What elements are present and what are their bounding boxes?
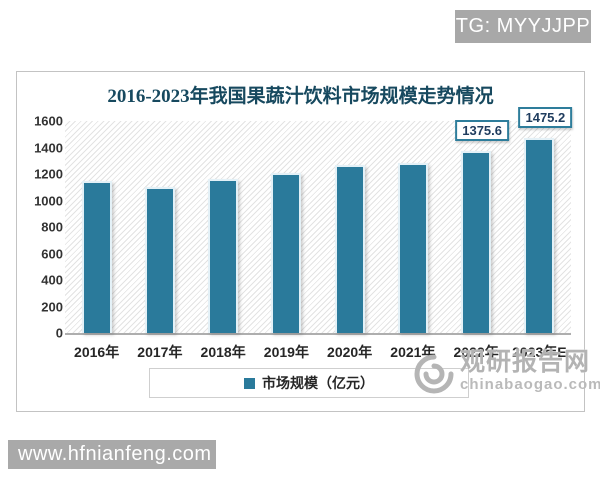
y-tick-label: 200: [41, 299, 63, 314]
y-tick-label: 600: [41, 246, 63, 261]
y-tick-label: 1400: [34, 140, 63, 155]
x-axis-labels: 2016年 2017年 2018年 2019年 2020年 2021年 2022年 2023年…: [65, 342, 571, 362]
chart-panel: 2016-2023年我国果蔬汁饮料市场规模走势情况 0 200 400 600 800 1…: [16, 71, 585, 412]
plot-area: 1375.6 1475.2: [65, 106, 573, 335]
bar-series: 1375.6 1475.2: [65, 106, 573, 333]
legend-label: 市场规模（亿元）: [262, 375, 374, 391]
bar-2017年: [144, 187, 175, 333]
bar-2016年: [81, 180, 112, 333]
bar-2021年: [397, 163, 428, 333]
x-tick-label: 2018年: [200, 344, 246, 360]
x-tick-label: 2020年: [327, 344, 373, 360]
bar-column: [381, 121, 444, 333]
bar-column: [192, 121, 255, 333]
bar-value-label: 1375.6: [455, 119, 510, 141]
bar-2023年E: [524, 137, 555, 333]
x-tick-label: 2021年: [390, 344, 436, 360]
x-tick-label: 2022年: [453, 344, 499, 360]
bar-column: [128, 121, 191, 333]
x-tick-label: 2016年: [74, 344, 120, 360]
bar-2022年: [461, 150, 492, 333]
legend-marker-icon: [244, 377, 255, 389]
bar-column: [318, 121, 381, 333]
y-tick-label: 800: [41, 219, 63, 235]
bar-column: [255, 121, 318, 333]
bar-column: 1475.2: [508, 106, 573, 333]
bar-value-label: 1475.2: [518, 106, 573, 128]
legend: 市场规模（亿元）: [149, 368, 469, 398]
footer-url-bar: www.hfnianfeng.com: [8, 440, 216, 469]
bar-2018年: [208, 179, 239, 333]
bar-column: 1375.6: [445, 119, 510, 333]
bar-2020年: [334, 164, 365, 333]
y-axis: 0 200 400 600 800 1000 1200 1400 1600: [25, 115, 63, 340]
y-tick-label: 1600: [34, 113, 63, 129]
chart-title: 2016-2023年我国果蔬汁饮料市场规模走势情况: [107, 86, 494, 107]
x-tick-label: 2019年: [263, 344, 309, 360]
y-tick-label: 0: [55, 325, 63, 341]
y-tick-label: 1000: [34, 193, 63, 208]
x-tick-label: 2017年: [137, 344, 183, 360]
y-tick-label: 1200: [34, 166, 63, 182]
bar-column: [65, 121, 128, 333]
x-tick-label: 2023年E: [512, 344, 567, 360]
bar-2019年: [271, 172, 302, 333]
tg-watermark-badge: TG: MYYJJPP: [455, 10, 591, 43]
y-tick-label: 400: [41, 272, 63, 288]
